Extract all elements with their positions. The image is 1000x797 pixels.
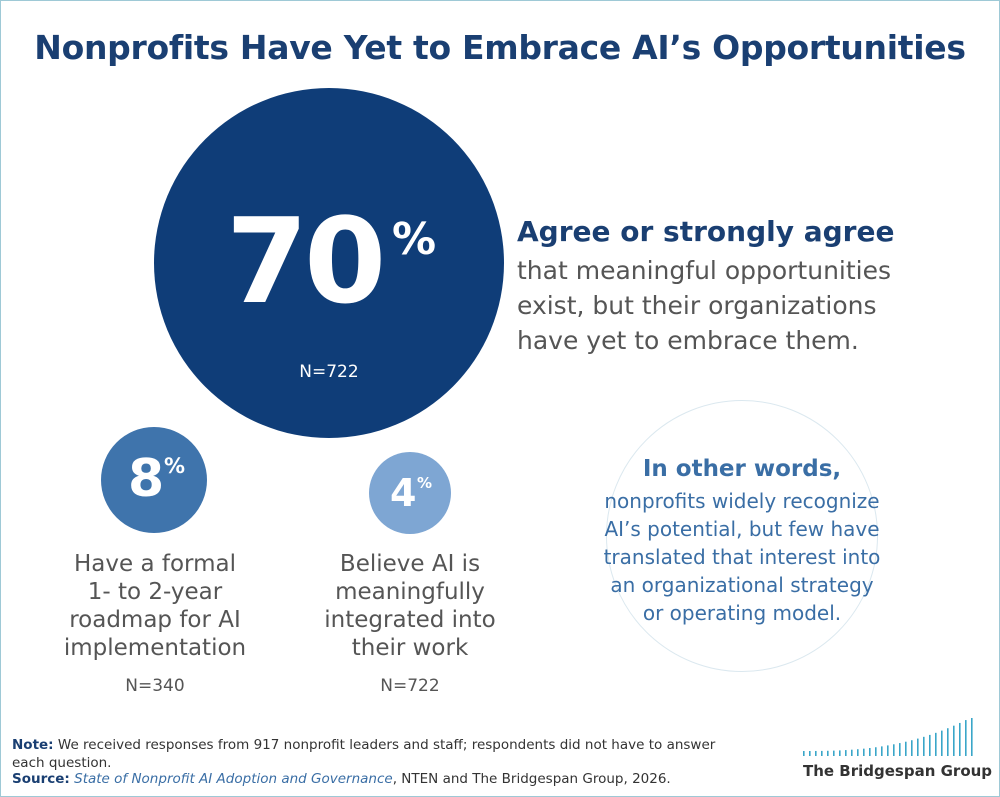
stat-4-line: their work [351,635,469,661]
stat-70-line: exist, but their organizations [517,291,877,320]
stat-70-unit: % [392,214,437,265]
logo-bar [947,728,949,756]
stat-8-value: 8 [128,449,165,509]
stat-4-unit: % [417,474,433,492]
logo-bar [935,732,937,756]
logo-bar [851,749,853,756]
logo-bar [953,725,955,756]
logo-bar [809,750,811,756]
summary-line: an organizational strategy [610,573,874,597]
stat-8-unit: % [164,454,186,478]
logo-bar [923,736,925,756]
logo-bar [881,746,883,756]
stat-8-sample-size: N=340 [125,676,185,696]
logo-bar [893,744,895,756]
stat-70-line: that meaningful opportunities [517,256,892,285]
logo-bar [875,747,877,756]
summary-line: or operating model. [642,601,842,625]
stat-8-line: Have a formal [74,551,236,577]
summary-heading: In other words, [642,456,842,482]
stat-4-value: 4 [390,471,417,515]
source-title-link[interactable]: State of Nonprofit AI Adoption and Gover… [74,771,393,787]
logo-bar [833,750,835,756]
stat-4-circle [369,452,451,534]
stat-8-circle [101,427,207,533]
summary-text: nonprofits widely recognize AI’s potenti… [567,487,917,627]
summary-line: AI’s potential, but few have [604,517,880,541]
logo-bar [959,722,961,756]
logo-bar [929,734,931,756]
logo-bar [845,750,847,756]
logo-bar [917,738,919,756]
source-label: Source: [12,771,70,787]
stat-70-circle [154,88,504,438]
page-title: Nonprofits Have Yet to Embrace AI’s Oppo… [34,28,966,67]
stat-8-line: implementation [63,635,247,661]
logo-bar [869,748,871,756]
logo-bar [971,718,973,756]
summary-circle [606,400,878,672]
note-text: Note: We received responses from 917 non… [12,736,732,772]
logo-bar [827,750,829,756]
logo-bar [941,730,943,756]
stat-70-heading: Agree or strongly agree [517,215,895,248]
logo-bar [815,750,817,756]
stat-70-description: that meaningful opportunities exist, but… [517,253,977,358]
logo-bar [965,720,967,756]
logo-bar [863,748,865,756]
logo-bar [905,741,907,756]
stat-70-line: have yet to embrace them. [517,326,859,355]
source-rest: , NTEN and The Bridgespan Group, 2026. [392,771,671,787]
stat-70-value: 70 [226,192,386,330]
stat-70-sample-size: N=722 [299,362,359,382]
logo-bar [821,750,823,756]
stat-4-line: integrated into [324,607,496,633]
logo-bar [857,749,859,756]
logo-bar [911,740,913,756]
stat-8-description: Have a formal 1- to 2-year roadmap for A… [30,550,280,662]
bridgespan-logo-bars-icon [803,718,973,756]
stat-4-sample-size: N=722 [380,676,440,696]
source-text: Source: State of Nonprofit AI Adoption a… [12,771,772,787]
logo-bar [839,750,841,756]
note-body: We received responses from 917 nonprofit… [12,737,716,771]
logo-bar [887,745,889,756]
stat-4-line: meaningfully [335,579,485,605]
logo-bar [899,743,901,756]
stat-4-description: Believe AI is meaningfully integrated in… [290,550,530,662]
stat-8-line: roadmap for AI [69,607,241,633]
summary-line: translated that interest into [603,545,881,569]
note-label: Note: [12,737,54,753]
summary-line: nonprofits widely recognize [604,489,880,513]
stat-4-line: Believe AI is [339,551,481,577]
stat-8-line: 1- to 2-year [87,579,223,605]
bridgespan-logo-text: The Bridgespan Group [803,762,993,780]
logo-bar [803,751,805,756]
